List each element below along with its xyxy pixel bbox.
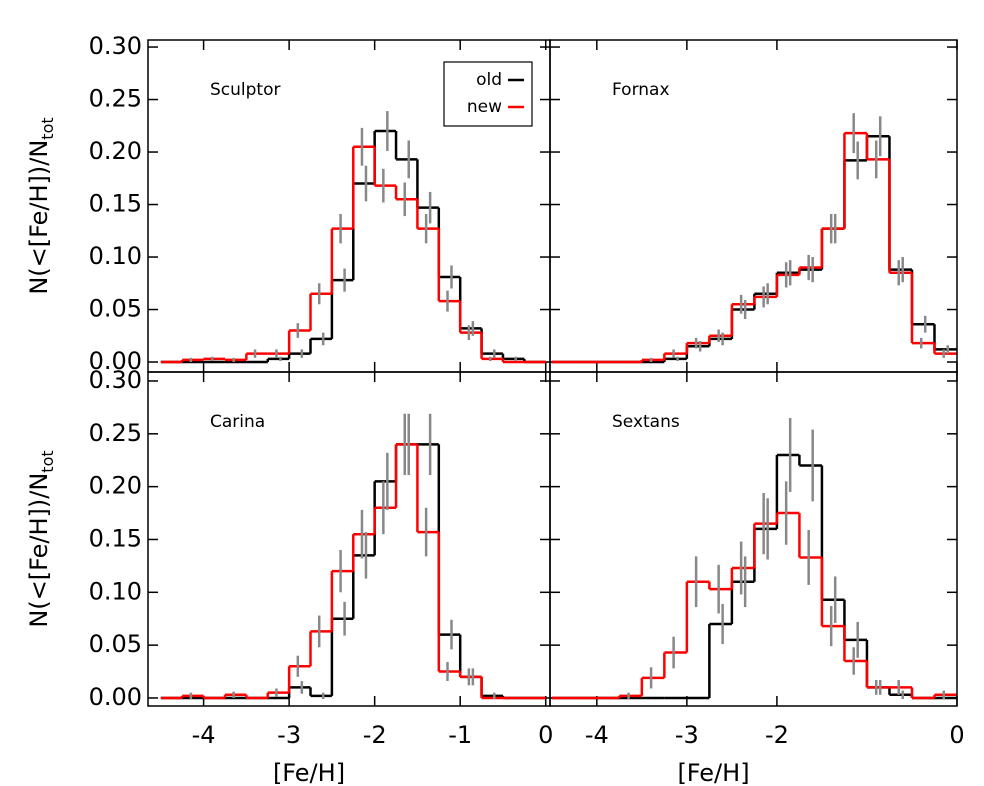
y-tick-label: 0.00: [89, 683, 142, 711]
x-axis-label: [Fe/H]: [273, 759, 345, 786]
legend-box: [443, 61, 533, 127]
y-axis-label-main: N(<[Fe/H])/N: [25, 473, 53, 628]
y-tick-label: 0.00: [89, 347, 142, 375]
y-axis-label: N(<[Fe/H])/Ntot: [25, 450, 57, 627]
x-tick-label: 0: [949, 721, 964, 749]
x-tick-label: -2: [765, 721, 789, 749]
y-tick-label: 0.10: [89, 577, 142, 605]
panel-frame: [549, 371, 958, 707]
y-tick-label: 0.20: [89, 472, 142, 500]
y-tick-label: 0.05: [89, 295, 142, 323]
y-tick-label: 0.10: [89, 242, 142, 270]
x-tick-label: 0: [538, 721, 553, 749]
y-tick-label: 0.15: [89, 190, 142, 218]
panel-label: Fornax: [612, 80, 670, 100]
y-axis-label-main: N(<[Fe/H])/N: [25, 140, 53, 295]
x-tick-label: -3: [277, 721, 301, 749]
y-axis-label: N(<[Fe/H])/Ntot: [25, 117, 57, 294]
x-tick-label: -4: [585, 721, 609, 749]
legend-label: new: [467, 97, 502, 117]
x-tick-label: -4: [192, 721, 216, 749]
panel-frame: [147, 371, 551, 707]
x-tick-label: -3: [675, 721, 699, 749]
y-tick-label: 0.05: [89, 630, 142, 658]
y-tick-label: 0.20: [89, 137, 142, 165]
y-tick-label: 0.15: [89, 524, 142, 552]
x-axis-label: [Fe/H]: [677, 759, 749, 786]
y-axis-label-sub: tot: [38, 117, 57, 139]
y-tick-label: 0.30: [89, 366, 142, 394]
y-tick-label: 0.25: [89, 85, 142, 113]
x-tick-label: -2: [363, 721, 387, 749]
panel-label: Sculptor: [210, 80, 280, 100]
y-axis-label-sub: tot: [38, 450, 57, 472]
x-tick-label: -1: [448, 721, 472, 749]
y-tick-label: 0.25: [89, 419, 142, 447]
panel-label: Sextans: [612, 412, 680, 432]
panel-label: Carina: [210, 412, 265, 432]
y-tick-label: 0.30: [89, 32, 142, 60]
legend-label: old: [476, 70, 502, 90]
